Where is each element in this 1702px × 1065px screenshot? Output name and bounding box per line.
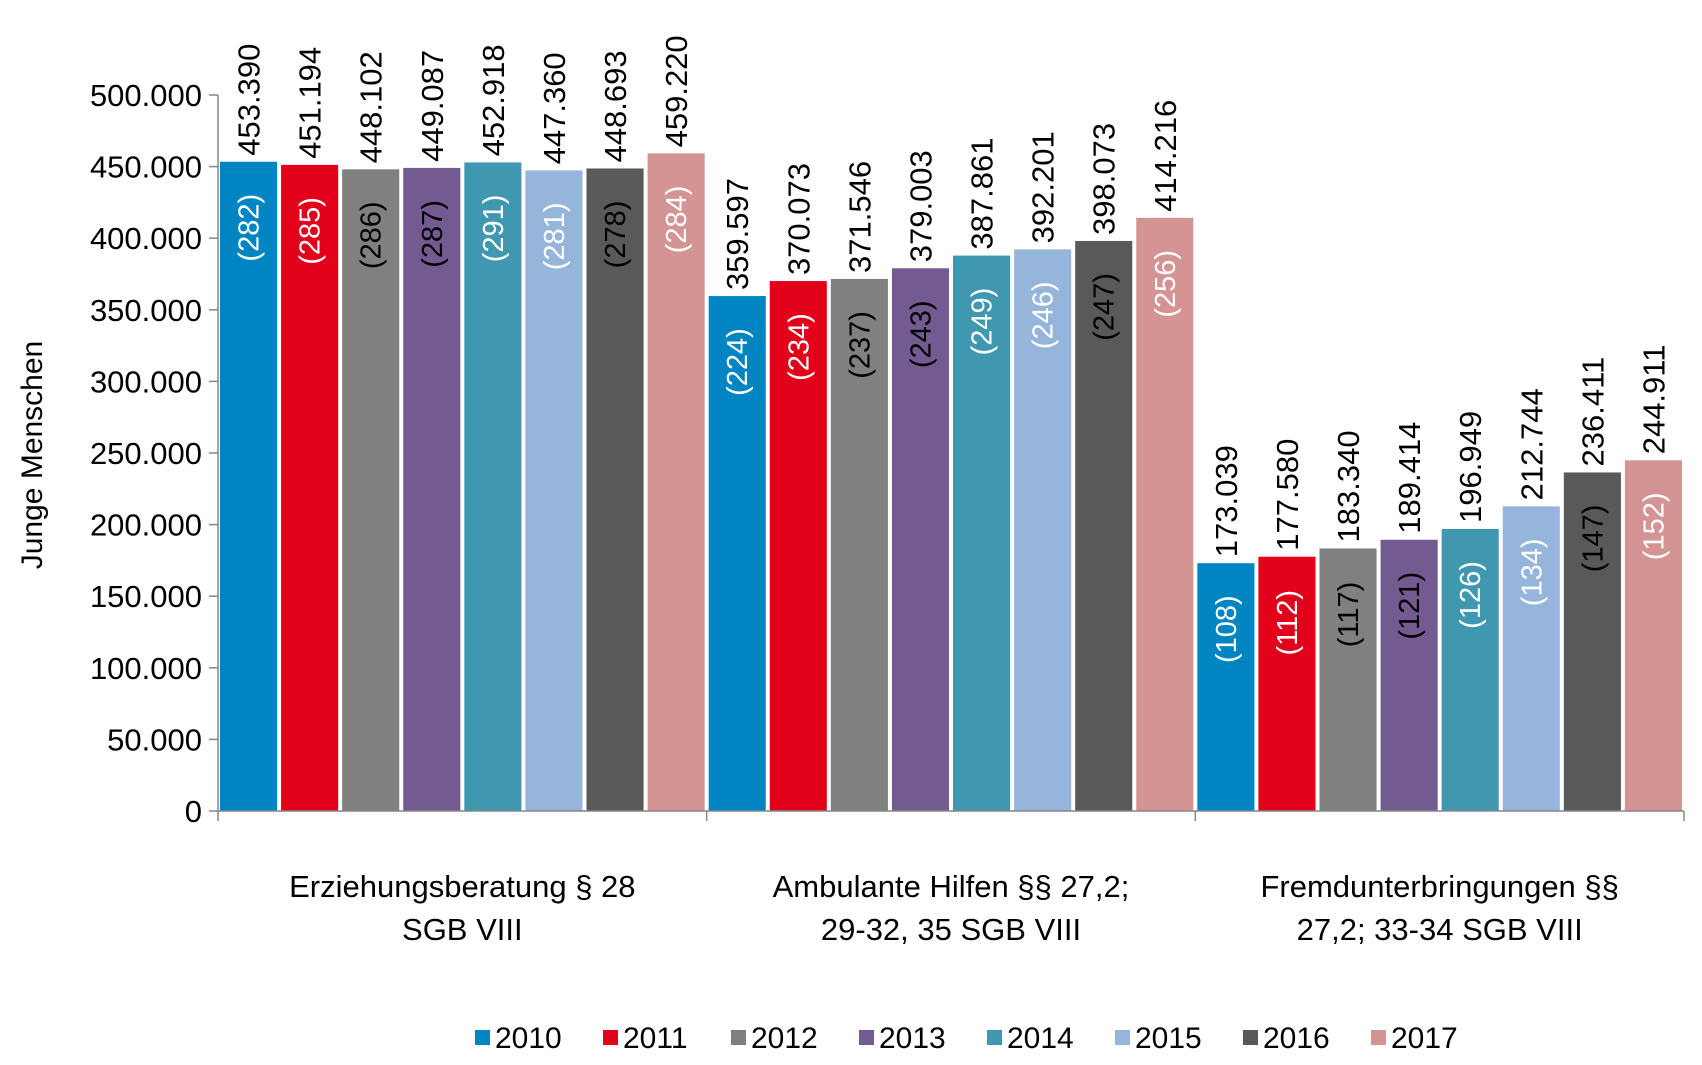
x-category-label: SGB VIII: [402, 912, 523, 947]
y-tick-label: 350.000: [90, 293, 202, 328]
bar-inner-label: (121): [1394, 572, 1426, 640]
bar-value-label: 359.597: [720, 178, 755, 290]
x-category-label: Erziehungsberatung § 28: [289, 869, 635, 904]
bar-value-label: 183.340: [1331, 430, 1366, 542]
y-tick-label: 50.000: [107, 722, 202, 757]
bar-value-label: 392.201: [1026, 131, 1061, 243]
bar-inner-label: (247): [1089, 273, 1121, 341]
y-axis: 0 50.000 100.000 150.000 200.000 250.000 300.0…: [90, 78, 218, 829]
bar-value-label: 236.411: [1575, 357, 1610, 467]
bar-value-label: 173.039: [1209, 445, 1244, 557]
legend-swatch-2016: [1243, 1030, 1258, 1045]
bar-inner-label: (237): [844, 311, 876, 379]
y-axis-label: Junge Menschen: [16, 341, 49, 570]
y-tick-label: 500.000: [90, 78, 202, 113]
bar-value-label: 449.087: [415, 50, 450, 162]
x-category-label: Ambulante Hilfen §§ 27,2;: [773, 869, 1130, 904]
bars: 453.390 (282) 359.597 (224) 173.039 (108) 451.…: [220, 35, 1682, 811]
bar-value-label: 212.744: [1514, 388, 1549, 500]
bar-value-label: 414.216: [1148, 100, 1183, 212]
legend-label: 2011: [623, 1022, 688, 1055]
bar-inner-label: (282): [234, 194, 266, 262]
y-tick-label: 150.000: [90, 579, 202, 614]
bar-value-label: 371.546: [842, 161, 877, 273]
bar-inner-label: (291): [478, 195, 510, 263]
bar-inner-label: (112): [1272, 590, 1304, 656]
bar-value-label: 452.918: [476, 44, 511, 156]
bar-inner-label: (117): [1333, 582, 1365, 648]
bar-value-label: 387.861: [965, 138, 1000, 250]
bar-inner-label: (152): [1638, 492, 1670, 560]
bar-value-label: 379.003: [903, 150, 938, 262]
legend-label: 2013: [879, 1022, 946, 1055]
bar-inner-label: (108): [1211, 595, 1243, 663]
legend-label: 2016: [1263, 1022, 1330, 1055]
y-tick-label: 0: [185, 794, 202, 829]
bar-inner-label: (256): [1150, 250, 1182, 318]
legend-swatch-2013: [859, 1030, 874, 1045]
legend-swatch-2011: [603, 1030, 618, 1045]
legend-label: 2014: [1007, 1022, 1074, 1055]
legend-label: 2010: [495, 1022, 562, 1055]
legend: 2010 2011 2012 2013 2014 2015 2016 2017: [475, 1022, 1458, 1055]
bar-value-label: 370.073: [781, 163, 816, 275]
legend-swatch-2010: [475, 1030, 490, 1045]
y-tick-label: 200.000: [90, 508, 202, 543]
bar-value-label: 451.194: [293, 47, 328, 159]
bar-inner-label: (224): [722, 328, 754, 396]
legend-swatch-2014: [987, 1030, 1002, 1045]
legend-swatch-2012: [731, 1030, 746, 1045]
bar-inner-label: (281): [539, 203, 571, 271]
bar-value-label: 189.414: [1392, 422, 1427, 534]
x-category-label: 27,2; 33-34 SGB VIII: [1297, 912, 1583, 947]
x-axis: Erziehungsberatung § 28 SGB VIII Ambulante…: [218, 811, 1684, 947]
bar-inner-label: (234): [783, 313, 815, 381]
bar-inner-label: (243): [905, 300, 937, 368]
bar-value-label: 448.102: [354, 51, 389, 163]
bar-inner-label: (126): [1455, 561, 1487, 629]
y-tick-label: 250.000: [90, 436, 202, 471]
bar-inner-label: (147): [1577, 505, 1609, 573]
legend-label: 2012: [751, 1022, 818, 1055]
bar-inner-label: (285): [295, 197, 327, 265]
legend-label: 2017: [1391, 1022, 1458, 1055]
bar-inner-label: (249): [967, 288, 999, 356]
bar-value-label: 177.580: [1270, 439, 1305, 551]
y-tick-label: 450.000: [90, 150, 202, 185]
bar-inner-label: (286): [356, 201, 388, 269]
bar-inner-label: (134): [1516, 538, 1548, 606]
legend-swatch-2015: [1115, 1030, 1130, 1045]
y-tick-label: 100.000: [90, 651, 202, 686]
y-tick-label: 400.000: [90, 221, 202, 256]
legend-label: 2015: [1135, 1022, 1202, 1055]
bar-value-label: 196.949: [1453, 411, 1488, 523]
bar-value-label: 447.360: [537, 52, 572, 164]
bar-value-label: 459.220: [659, 35, 694, 147]
bar-value-label: 453.390: [232, 44, 267, 156]
bar-value-label: 448.693: [598, 50, 633, 162]
bar-inner-label: (284): [661, 186, 693, 254]
y-tick-label: 300.000: [90, 364, 202, 399]
x-category-label: 29-32, 35 SGB VIII: [821, 912, 1081, 947]
bar-value-label: 398.073: [1087, 123, 1122, 235]
x-category-label: Fremdunterbringungen §§: [1260, 869, 1618, 904]
bar-value-label: 244.911: [1636, 345, 1671, 455]
bar-inner-label: (246): [1028, 282, 1060, 350]
legend-swatch-2017: [1371, 1030, 1386, 1045]
bar-inner-label: (287): [417, 200, 449, 268]
bar-inner-label: (278): [600, 201, 632, 269]
